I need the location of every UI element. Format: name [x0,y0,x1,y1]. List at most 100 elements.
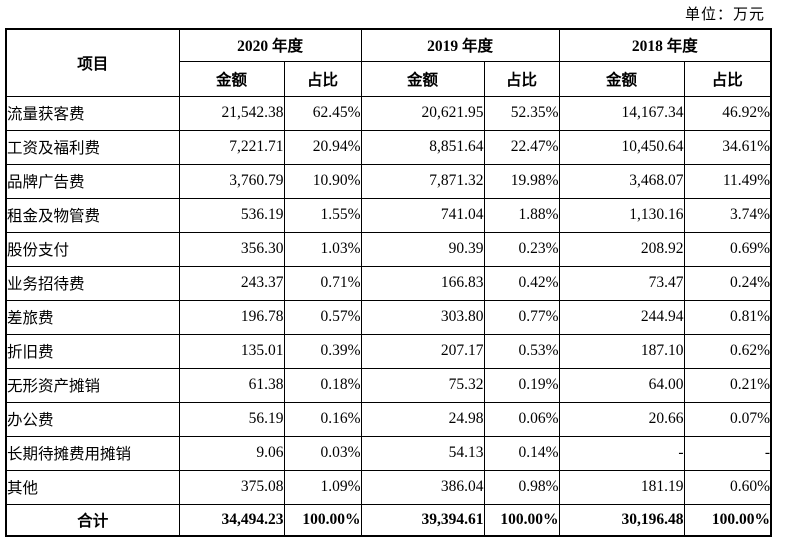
item-cell: 工资及福利费 [5,129,180,165]
ratio-cell-2018: 0.07% [683,401,772,437]
amount-cell-2020: 3,760.79 [178,163,285,199]
amount-cell-2020: 56.19 [178,401,285,437]
ratio-header-2018: 占比 [683,60,772,97]
item-cell: 租金及物管费 [5,197,180,233]
item-cell: 长期待摊费用摊销 [5,435,180,471]
amount-cell-2020: 356.30 [178,231,285,267]
table-row: 长期待摊费用摊销 9.06 0.03% 54.13 0.14% - - [5,435,772,471]
ratio-cell-2019: 0.23% [483,231,560,267]
unit-note: 单位：万元 [684,7,765,23]
ratio-cell-2018: - [683,435,772,471]
ratio-cell-2018: 0.24% [683,265,772,301]
ratio-cell-2020: 0.18% [283,367,362,403]
ratio-cell-2018: 11.49% [683,163,772,199]
amount-cell-2020: 536.19 [178,197,285,233]
amount-cell-2018: 30,196.48 [558,503,685,537]
table-row: 差旅费 196.78 0.57% 303.80 0.77% 244.94 0.81% [5,299,772,335]
table-row: 股份支付 356.30 1.03% 90.39 0.23% 208.92 0.69% [5,231,772,267]
amount-header-2020: 金额 [178,60,285,97]
item-cell: 其他 [5,469,180,505]
amount-cell-2019: 39,394.61 [360,503,485,537]
table-row: 流量获客费 21,542.38 62.45% 20,621.95 52.35% 14,16… [5,95,772,131]
year-header-2018: 2018 年度 [558,28,772,62]
ratio-cell-2020: 100.00% [283,503,362,537]
ratio-cell-2018: 3.74% [683,197,772,233]
table-row: 工资及福利费 7,221.71 20.94% 8,851.64 22.47% 10,450… [5,129,772,165]
amount-cell-2018: 244.94 [558,299,685,335]
amount-cell-2018: 181.19 [558,469,685,505]
table-row: 无形资产摊销 61.38 0.18% 75.32 0.19% 64.00 0.21% [5,367,772,403]
amount-cell-2018: 208.92 [558,231,685,267]
ratio-cell-2020: 20.94% [283,129,362,165]
amount-cell-2020: 135.01 [178,333,285,369]
ratio-cell-2020: 10.90% [283,163,362,199]
item-cell: 折旧费 [5,333,180,369]
ratio-header-2020: 占比 [283,60,362,97]
amount-cell-2018: 3,468.07 [558,163,685,199]
item-cell: 无形资产摊销 [5,367,180,403]
ratio-cell-2019: 100.00% [483,503,560,537]
amount-cell-2019: 20,621.95 [360,95,485,131]
ratio-cell-2018: 0.60% [683,469,772,505]
amount-cell-2019: 8,851.64 [360,129,485,165]
amount-cell-2020: 7,221.71 [178,129,285,165]
amount-cell-2020: 375.08 [178,469,285,505]
ratio-cell-2019: 0.42% [483,265,560,301]
ratio-cell-2018: 100.00% [683,503,772,537]
amount-cell-2018: - [558,435,685,471]
ratio-cell-2019: 0.19% [483,367,560,403]
amount-cell-2019: 90.39 [360,231,485,267]
header-row-years: 项目 2020 年度 2019 年度 2018 年度 [5,28,772,97]
amount-cell-2019: 386.04 [360,469,485,505]
ratio-cell-2019: 1.88% [483,197,560,233]
amount-cell-2018: 20.66 [558,401,685,437]
amount-cell-2020: 21,542.38 [178,95,285,131]
ratio-cell-2020: 1.03% [283,231,362,267]
amount-cell-2019: 207.17 [360,333,485,369]
table-row: 品牌广告费 3,760.79 10.90% 7,871.32 19.98% 3,468.0… [5,163,772,199]
amount-cell-2019: 54.13 [360,435,485,471]
ratio-cell-2020: 0.57% [283,299,362,335]
ratio-cell-2019: 0.77% [483,299,560,335]
table-row: 业务招待费 243.37 0.71% 166.83 0.42% 73.47 0.24% [5,265,772,301]
amount-cell-2018: 64.00 [558,367,685,403]
amount-cell-2019: 75.32 [360,367,485,403]
amount-cell-2019: 166.83 [360,265,485,301]
amount-cell-2020: 61.38 [178,367,285,403]
ratio-cell-2018: 0.69% [683,231,772,267]
total-row: 合计 34,494.23 100.00% 39,394.61 100.00% 30,196… [5,503,772,537]
ratio-cell-2019: 0.53% [483,333,560,369]
item-cell: 合计 [5,503,180,537]
ratio-cell-2020: 0.39% [283,333,362,369]
ratio-cell-2018: 0.81% [683,299,772,335]
item-cell: 差旅费 [5,299,180,335]
ratio-cell-2019: 0.98% [483,469,560,505]
ratio-cell-2018: 0.21% [683,367,772,403]
table-body: 流量获客费 21,542.38 62.45% 20,621.95 52.35% 14,16… [5,95,772,537]
amount-header-2018: 金额 [558,60,685,97]
amount-cell-2020: 9.06 [178,435,285,471]
amount-cell-2019: 303.80 [360,299,485,335]
amount-cell-2018: 187.10 [558,333,685,369]
amount-cell-2019: 24.98 [360,401,485,437]
expense-table: 项目 2020 年度 2019 年度 2018 年度 金额 占比 金额 占比 金… [5,28,773,537]
ratio-header-2019: 占比 [483,60,560,97]
year-header-2020: 2020 年度 [178,28,362,62]
ratio-cell-2020: 0.71% [283,265,362,301]
table-row: 折旧费 135.01 0.39% 207.17 0.53% 187.10 0.62% [5,333,772,369]
year-header-2019: 2019 年度 [360,28,560,62]
ratio-cell-2020: 62.45% [283,95,362,131]
table-row: 其他 375.08 1.09% 386.04 0.98% 181.19 0.60% [5,469,772,505]
ratio-cell-2019: 0.06% [483,401,560,437]
ratio-cell-2018: 0.62% [683,333,772,369]
item-cell: 品牌广告费 [5,163,180,199]
amount-cell-2019: 741.04 [360,197,485,233]
ratio-cell-2019: 19.98% [483,163,560,199]
ratio-cell-2020: 1.09% [283,469,362,505]
ratio-cell-2020: 0.03% [283,435,362,471]
amount-header-2019: 金额 [360,60,485,97]
item-cell: 流量获客费 [5,95,180,131]
amount-cell-2020: 243.37 [178,265,285,301]
amount-cell-2020: 34,494.23 [178,503,285,537]
ratio-cell-2019: 0.14% [483,435,560,471]
